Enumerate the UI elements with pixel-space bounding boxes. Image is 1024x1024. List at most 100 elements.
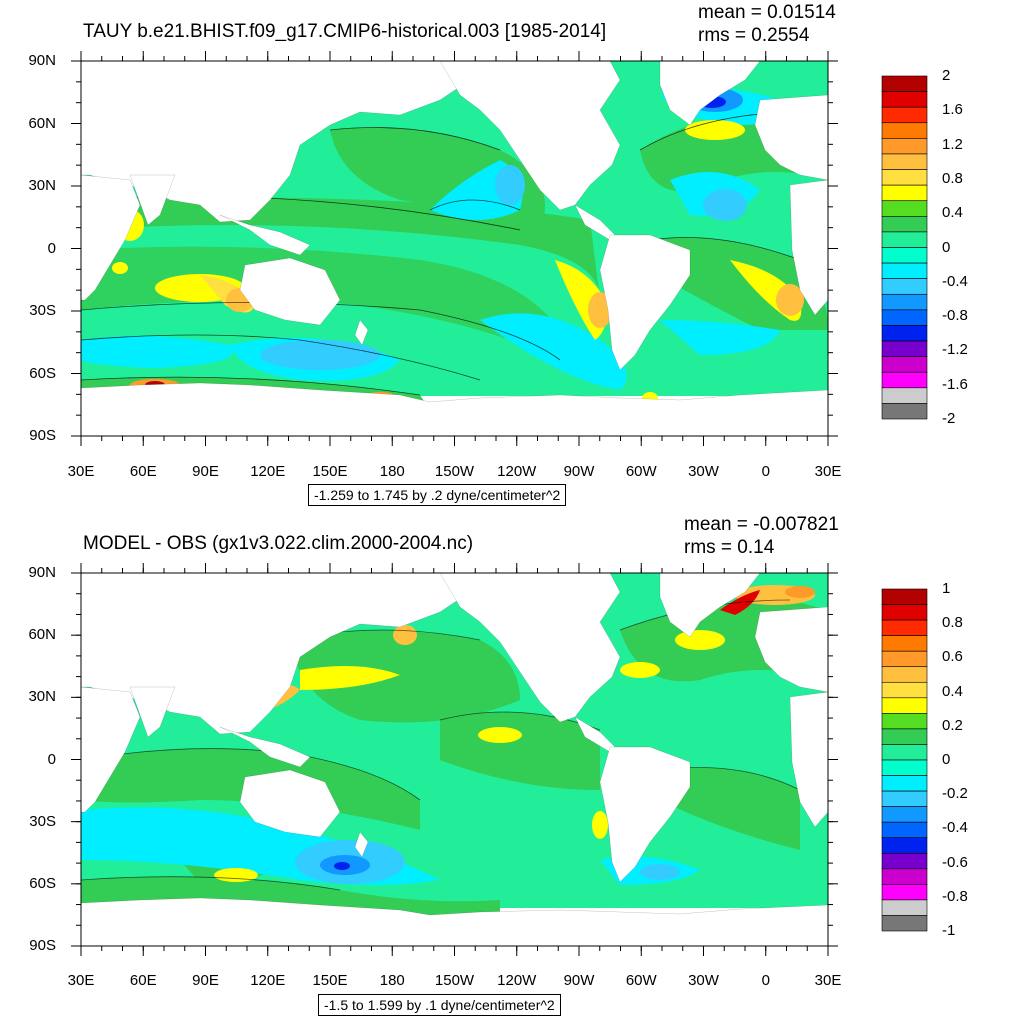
colorbar-swatch [881,650,928,668]
lon-label: 90W [563,972,595,989]
colorbar-swatch [881,837,928,854]
colorbar-swatch [881,91,928,108]
lon-label: 150W [434,463,475,480]
axis-ticks-1 [71,51,838,446]
colorbar-swatch [881,293,928,311]
lat-label: 30S [29,812,56,830]
colorbar-swatch [881,821,928,839]
colorbar-label: 0 [942,751,951,768]
colorbar-swatch [881,635,928,652]
lon-label: 30E [814,463,842,480]
lat-label: 0 [47,750,56,768]
panel-1-title: TAUY b.e21.BHIST.f09_g17.CMIP6-historica… [83,21,607,42]
lon-label: 150E [312,972,348,989]
lat-label: 30N [28,177,56,194]
lon-label: 120E [250,972,286,989]
lon-label: 180 [379,463,405,480]
colorbar-swatch [881,619,928,636]
colorbar-swatch [881,899,928,916]
lon-label: 90E [192,463,219,480]
colorbar-label: 1.2 [942,135,963,153]
panel-1-contour-note: -1.259 to 1.745 by .2 dyne/centimeter^2 [308,484,567,506]
lon-label: 30W [688,972,719,989]
lat-label: 30N [28,688,56,706]
colorbar-label: 0.4 [942,682,963,700]
lat-label: 90S [29,937,56,954]
colorbar-label: 0.8 [942,614,963,632]
colorbar-swatch [881,200,928,217]
colorbar-label: -0.4 [942,819,968,837]
colorbar-label: 0.4 [942,204,963,222]
colorbar-swatch [881,169,928,186]
lon-label: 150W [434,972,475,989]
colorbar-swatch [881,262,928,279]
colorbar-swatch [881,666,928,683]
colorbar-swatch [881,122,928,139]
lon-label: 0 [761,972,770,989]
axis-ticks-2 [71,563,838,956]
lon-label: 180 [379,972,405,989]
colorbar-swatch [881,713,928,730]
lon-label: 90E [192,972,219,989]
colorbar-swatch [881,387,928,404]
colorbar-swatch [881,184,928,202]
colorbar-swatch [881,138,928,155]
colorbar-label: -2 [942,410,956,427]
colorbar-swatch [881,759,928,776]
panel-2-title: MODEL - OBS (gx1v3.022.clim.2000-2004.nc… [83,533,474,554]
lon-label: 120E [250,463,286,480]
panel-2-mean: mean = -0.007821 [684,514,839,535]
lat-label: 30S [29,302,56,319]
lon-label: 0 [761,463,770,480]
colorbar-swatch [881,247,928,264]
colorbar-swatch [881,403,928,420]
lon-label: 30W [688,463,719,480]
lon-label: 60E [129,972,157,989]
lat-label: 90S [29,427,56,444]
colorbar-swatch [881,775,928,792]
colorbar-swatch [881,106,928,124]
colorbar-swatch [881,884,928,901]
lon-label: 120W [497,463,537,480]
colorbar-swatch [881,216,928,233]
colorbar-swatch [881,153,928,170]
colorbar-swatch [881,325,928,342]
colorbar-label: 0.2 [942,716,963,734]
panel-2-contour-note: -1.5 to 1.599 by .1 dyne/centimeter^2 [318,994,561,1016]
colorbar-swatch [881,340,928,357]
colorbar-label: 2 [942,67,951,84]
lon-label: 90W [563,463,595,480]
colorbar-swatch [881,915,928,932]
lon-label: 60W [625,463,657,480]
lon-label: 60W [625,972,657,989]
lon-label: 30E [814,972,842,989]
colorbar-label: -0.2 [942,785,968,803]
colorbar-label: 0.8 [942,169,963,187]
colorbar-label: -0.8 [942,887,968,905]
colorbar-swatch [881,356,928,373]
lat-label: 90N [28,564,56,581]
colorbar-label: -0.4 [942,272,968,290]
colorbar-label: -1.6 [942,375,968,393]
lon-label: 30E [67,463,95,480]
colorbar-swatch [881,697,928,714]
colorbar-label: -1 [942,922,956,939]
lat-label: 0 [47,239,56,257]
lon-label: 120W [497,972,537,989]
map-panel-1 [81,61,828,436]
colorbar-swatch [881,728,928,745]
colorbar-label: 0 [942,238,951,256]
colorbar-label: -0.8 [942,307,968,325]
colorbar-swatch [881,868,928,885]
colorbar-swatch [881,604,928,621]
colorbar-swatch [881,852,928,870]
colorbar-label: 0.6 [942,648,963,666]
colorbar-swatch [881,744,928,761]
colorbar-swatch [881,371,928,389]
panel-1-mean: mean = 0.01514 [698,2,836,23]
lon-label: 150E [312,463,348,480]
colorbar-swatch [881,588,928,605]
colorbar-swatch [881,231,928,248]
colorbar-swatch [881,681,928,699]
